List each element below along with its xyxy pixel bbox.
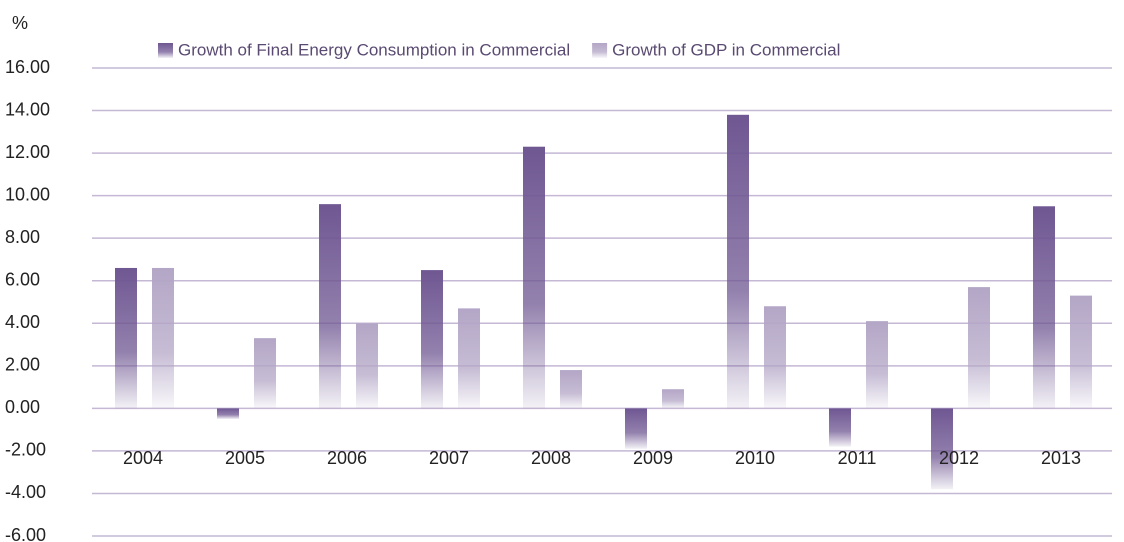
bar	[866, 321, 888, 409]
x-tick-label: 2004	[123, 448, 163, 468]
y-tick-label: 8.00	[5, 227, 40, 247]
y-tick-label: 4.00	[5, 312, 40, 332]
legend-label: Growth of Final Energy Consumption in Co…	[178, 40, 570, 59]
bar	[560, 370, 582, 409]
bar	[931, 408, 953, 490]
x-tick-label: 2005	[225, 448, 265, 468]
bar	[356, 323, 378, 409]
x-tick-label: 2009	[633, 448, 673, 468]
y-tick-label: 12.00	[5, 142, 50, 162]
x-tick-label: 2010	[735, 448, 775, 468]
y-tick-label: 10.00	[5, 184, 50, 204]
bar	[421, 270, 443, 409]
y-tick-label: 16.00	[5, 57, 50, 77]
x-tick-label: 2008	[531, 448, 571, 468]
x-tick-label: 2013	[1041, 448, 1081, 468]
y-axis-label: %	[12, 13, 28, 33]
y-tick-label: -4.00	[5, 482, 46, 502]
y-tick-label: 0.00	[5, 397, 40, 417]
y-tick-label: -6.00	[5, 525, 46, 542]
bar	[1070, 295, 1092, 409]
y-tick-label: 2.00	[5, 355, 40, 375]
x-tick-label: 2012	[939, 448, 979, 468]
x-tick-label: 2007	[429, 448, 469, 468]
bar	[625, 408, 647, 449]
bar	[829, 408, 851, 447]
y-tick-label: 14.00	[5, 99, 50, 119]
legend-swatch	[158, 43, 173, 58]
legend-label: Growth of GDP in Commercial	[612, 40, 840, 59]
bar	[458, 308, 480, 409]
bar	[319, 204, 341, 409]
bar	[764, 306, 786, 409]
bar	[217, 408, 239, 419]
legend-swatch	[592, 43, 608, 58]
bar	[662, 389, 684, 409]
bar	[254, 338, 276, 409]
x-tick-label: 2011	[838, 448, 877, 468]
bar	[115, 267, 137, 409]
y-tick-label: -2.00	[5, 440, 46, 460]
y-tick-label: 6.00	[5, 269, 40, 289]
bar	[523, 146, 545, 409]
x-tick-label: 2006	[327, 448, 367, 468]
bar	[727, 114, 749, 409]
bar	[152, 267, 174, 409]
bar	[968, 287, 990, 409]
bar	[1033, 206, 1055, 409]
